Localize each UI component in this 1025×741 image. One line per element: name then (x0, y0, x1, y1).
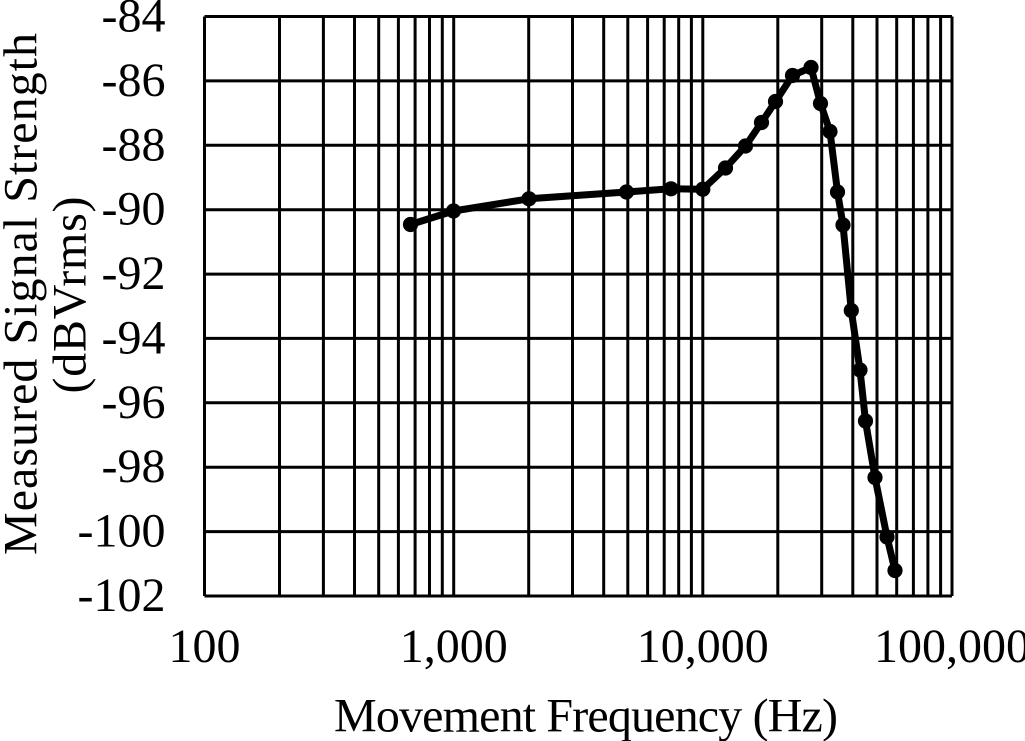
svg-text:-100: -100 (78, 505, 166, 558)
svg-text:-92: -92 (102, 247, 166, 300)
svg-text:10,000: 10,000 (637, 620, 769, 673)
svg-text:-90: -90 (102, 183, 166, 236)
svg-text:-88: -88 (102, 118, 166, 171)
svg-text:-84: -84 (102, 0, 166, 43)
svg-text:100,000: 100,000 (874, 620, 1025, 673)
svg-text:1,000: 1,000 (400, 620, 508, 673)
svg-text:-98: -98 (102, 440, 166, 493)
svg-text:Measured Signal Strength: Measured Signal Strength (0, 33, 48, 555)
svg-text:(dBVrms): (dBVrms) (44, 197, 97, 394)
svg-text:-96: -96 (102, 376, 166, 429)
svg-text:-94: -94 (102, 311, 166, 364)
svg-text:-86: -86 (102, 54, 166, 107)
svg-text:-102: -102 (78, 569, 166, 622)
svg-text:100: 100 (169, 620, 241, 673)
svg-text:Movement Frequency (Hz): Movement Frequency (Hz) (334, 690, 838, 741)
